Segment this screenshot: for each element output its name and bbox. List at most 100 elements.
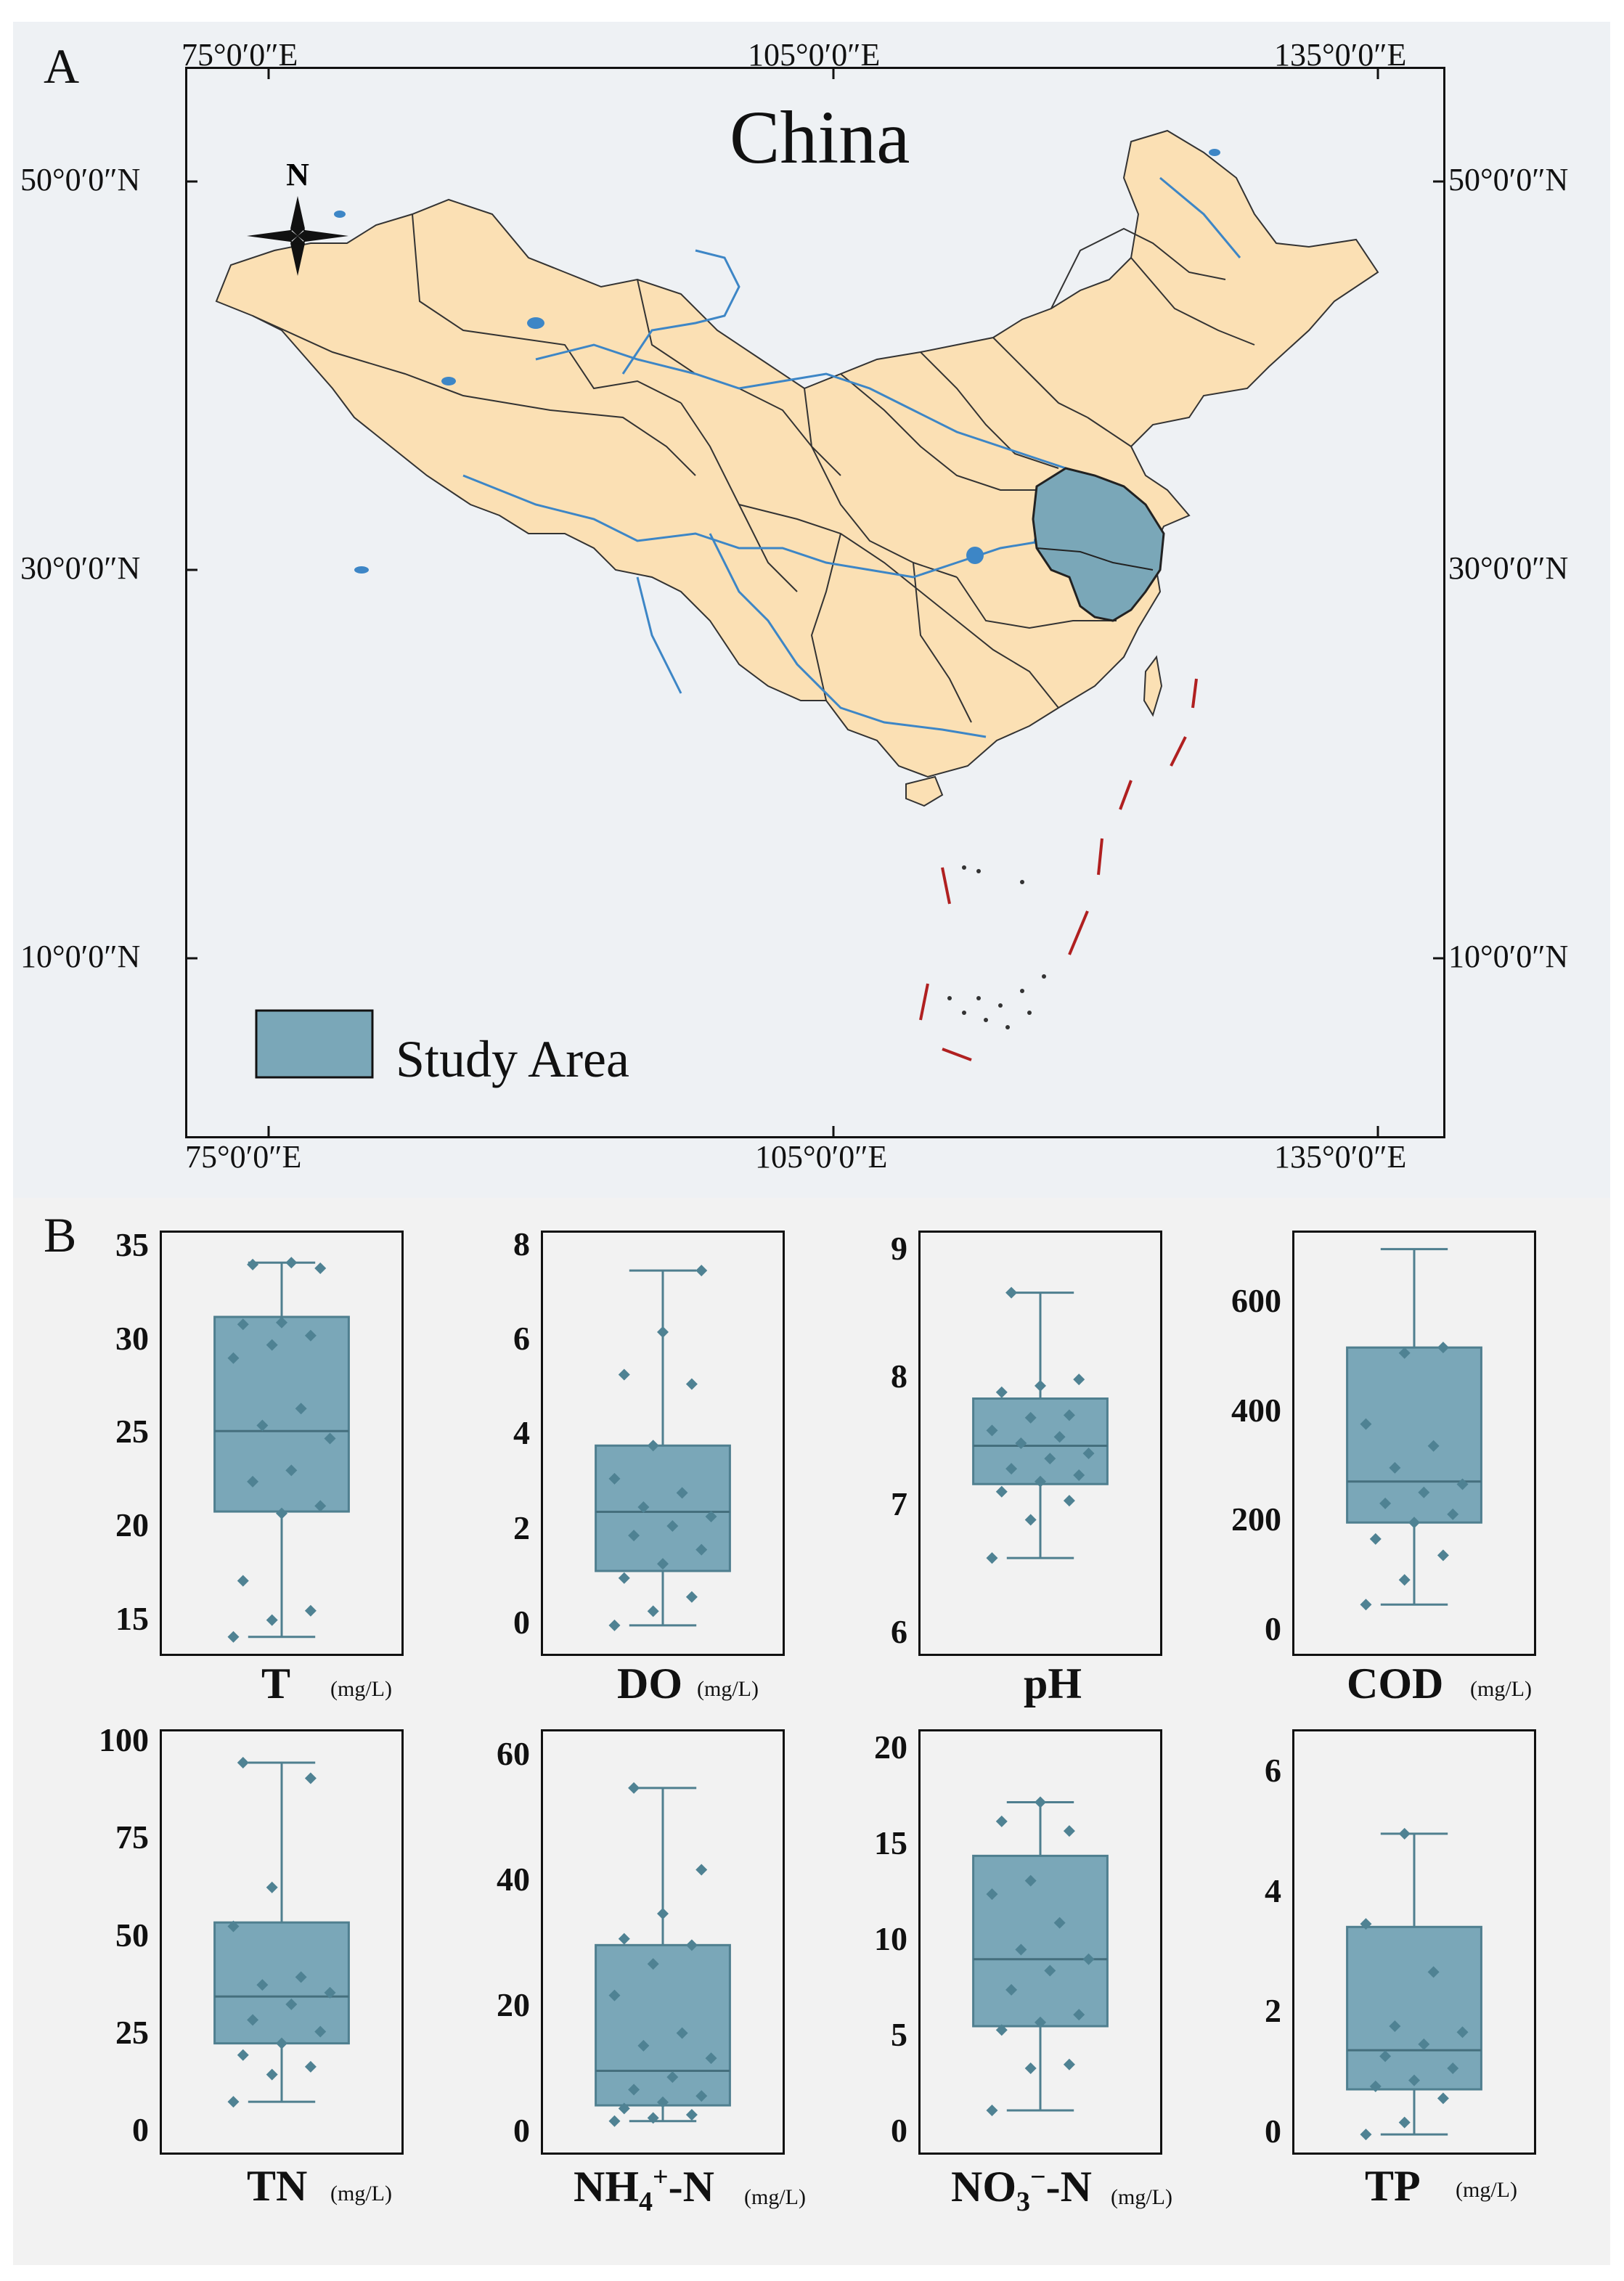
y-tick-label: 75 (115, 1819, 149, 1856)
data-point (705, 1511, 717, 1523)
iqr-box (595, 1943, 731, 2107)
data-point (657, 1326, 669, 1338)
lat-label-right-30: 30°0′0″N (1448, 550, 1569, 586)
taiwan (1143, 655, 1163, 717)
data-point (1063, 1825, 1075, 1837)
data-point (1360, 2129, 1372, 2141)
data-point (1063, 1409, 1075, 1421)
boxplot-frame-7 (1292, 1729, 1536, 2155)
lat-label-right-10: 10°0′0″N (1448, 939, 1569, 974)
data-point (685, 1378, 698, 1390)
boxplot-frame-5 (541, 1729, 785, 2155)
panel-a-label: A (44, 38, 80, 94)
panel-b-label: B (44, 1207, 77, 1262)
boxplot-svg-4 (213, 1756, 350, 2108)
china-mainland (215, 129, 1379, 778)
data-point (1005, 1286, 1018, 1299)
data-point (618, 2102, 630, 2115)
lon-label-top-105: 105°0′0″E (748, 37, 881, 73)
nine-dash-line (919, 678, 1198, 1061)
data-point (657, 2096, 669, 2108)
lat-label-left-10: 10°0′0″N (20, 939, 141, 974)
data-point (276, 1316, 287, 1329)
data-point (1398, 1347, 1411, 1359)
data-point (986, 1424, 998, 1437)
data-point (247, 1258, 259, 1270)
data-point (304, 1329, 317, 1342)
data-point (1073, 1469, 1085, 1481)
data-point (1456, 1478, 1469, 1490)
data-point (608, 2115, 621, 2127)
y-tick-label: 25 (115, 1413, 149, 1450)
data-point (695, 1864, 708, 1876)
map-ticks (187, 69, 1443, 1136)
y-tick-label: 20 (115, 1506, 149, 1544)
data-point (276, 1507, 287, 1519)
data-point (1447, 1508, 1459, 1520)
data-point (695, 1543, 708, 1556)
data-point (266, 1339, 278, 1351)
data-point (995, 1386, 1008, 1398)
data-point (647, 1440, 659, 1452)
unit-label: (mg/L) (330, 1677, 392, 1701)
boxplot-svg-6 (972, 1796, 1109, 2116)
compass-rose-icon (247, 196, 348, 276)
boxplot-frame-4 (160, 1729, 404, 2155)
data-point (995, 1815, 1008, 1827)
legend-study-area-swatch (255, 1009, 374, 1079)
data-point (637, 2039, 650, 2052)
data-point (1024, 2062, 1037, 2074)
data-point (304, 1604, 317, 1617)
data-point (1418, 2038, 1430, 2050)
data-point (995, 2024, 1008, 2036)
y-tick-label: 2 (1265, 1992, 1281, 2030)
lon-label-bottom-135: 135°0′0″E (1274, 1139, 1407, 1175)
compass-north-label: N (286, 157, 309, 192)
y-tick-label: 15 (115, 1600, 149, 1638)
data-point (1073, 1374, 1085, 1386)
data-point (1369, 1533, 1382, 1545)
parameter-name: pH (1024, 1660, 1082, 1707)
data-point (1073, 2009, 1085, 2021)
data-point (1082, 1448, 1095, 1460)
data-point (1360, 1599, 1372, 1611)
y-tick-label: 0 (1265, 1609, 1281, 1647)
rivers (462, 176, 1241, 738)
lat-label-left-30: 30°0′0″N (20, 550, 141, 586)
data-point (1035, 1379, 1046, 1392)
data-point (1437, 1549, 1449, 1562)
y-tick-label: 40 (497, 1860, 530, 1898)
parameter-name: NO3−-N (951, 2162, 1092, 2217)
parameter-name: COD (1347, 1660, 1444, 1707)
iqr-box (1346, 1346, 1482, 1524)
iqr-box (972, 1397, 1109, 1485)
unit-label: (mg/L) (744, 2185, 806, 2209)
lat-label-left-50: 50°0′0″N (20, 162, 141, 197)
y-tick-label: 20 (497, 1986, 530, 2023)
boxplot-frame-3 (1292, 1231, 1536, 1656)
y-tick-label: 4 (1265, 1872, 1281, 1909)
data-point (1408, 2074, 1420, 2086)
data-point (1447, 2062, 1459, 2074)
y-tick-label: 0 (513, 2112, 530, 2150)
y-tick-label: 2 (513, 1509, 530, 1546)
data-point (266, 2068, 278, 2081)
unit-label: (mg/L) (697, 1677, 759, 1701)
y-tick-label: 0 (132, 2111, 149, 2149)
data-point (685, 1939, 698, 1951)
data-point (685, 1591, 698, 1603)
data-point (285, 1998, 298, 2010)
data-point (304, 1772, 317, 1784)
y-tick-label: 200 (1231, 1501, 1281, 1538)
iqr-box (595, 1444, 731, 1572)
data-point (647, 1605, 659, 1617)
data-point (314, 1262, 327, 1274)
boxplot-svg-0 (213, 1257, 350, 1643)
data-point (685, 2109, 698, 2121)
data-point (237, 1756, 249, 1768)
hainan (905, 775, 944, 807)
boxplot-svg-1 (595, 1265, 731, 1631)
data-point (1005, 1983, 1018, 1996)
data-point (1044, 1964, 1056, 1977)
data-point (637, 1501, 650, 1513)
